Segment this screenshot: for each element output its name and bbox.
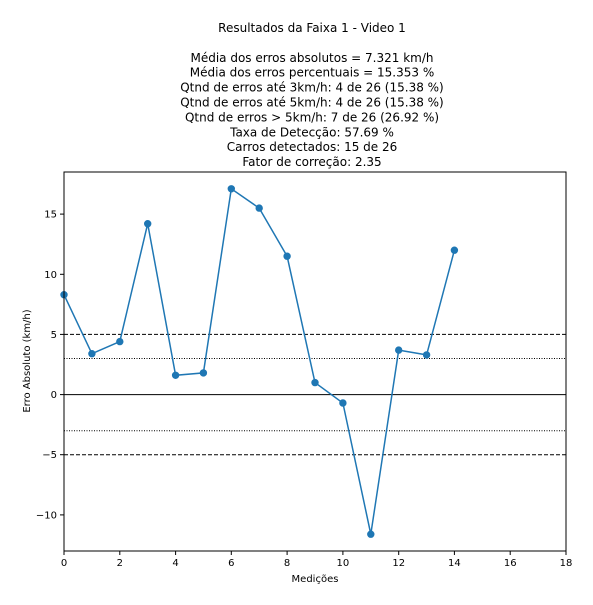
x-axis-label: Medições <box>292 574 339 585</box>
y-tick-label: 0 <box>51 390 57 401</box>
x-tick-label: 2 <box>117 558 123 569</box>
y-axis-label: Erro Absoluto (km/h) <box>22 309 33 412</box>
y-tick-label: −5 <box>42 450 57 461</box>
title-line-5: Qtnd de erros até 5km/h: 4 de 26 (15.38 … <box>180 96 444 110</box>
x-tick-label: 4 <box>172 558 178 569</box>
data-point-11 <box>367 530 375 538</box>
data-point-3 <box>144 220 152 228</box>
title-line-6: Qtnd de erros > 5km/h: 7 de 26 (26.92 %) <box>185 110 439 124</box>
x-tick-label: 0 <box>61 558 67 569</box>
title-line-8: Carros detectados: 15 de 26 <box>227 140 398 154</box>
data-point-1 <box>88 350 96 358</box>
data-series <box>60 185 459 538</box>
data-point-2 <box>116 337 124 346</box>
chart-title: Resultados da Faixa 1 - Video 1 Média dos… <box>180 21 444 169</box>
axes-frame <box>63 171 567 552</box>
data-point-14 <box>450 246 459 254</box>
x-tick-label: 18 <box>560 558 573 569</box>
data-point-12 <box>395 346 403 354</box>
axes-background <box>64 172 566 551</box>
x-axis-ticks: 0 2 4 6 8 10 12 14 16 18 <box>61 551 573 569</box>
plot-area <box>60 171 567 552</box>
data-point-4 <box>171 371 180 379</box>
data-point-13 <box>422 351 431 359</box>
x-tick-label: 8 <box>284 558 290 569</box>
data-point-5 <box>199 369 208 377</box>
title-line-3: Média dos erros percentuais = 15.353 % <box>190 66 434 80</box>
title-line-2: Média dos erros absolutos = 7.321 km/h <box>190 51 433 65</box>
title-line-0: Resultados da Faixa 1 - Video 1 <box>218 21 406 35</box>
y-tick-label: −10 <box>36 510 57 521</box>
data-point-7 <box>255 204 263 212</box>
data-point-8 <box>283 252 291 260</box>
x-tick-label: 12 <box>392 558 405 569</box>
y-tick-label: 10 <box>44 270 57 281</box>
x-tick-label: 10 <box>337 558 350 569</box>
data-point-6 <box>227 185 236 193</box>
reference-lines <box>64 333 566 456</box>
title-line-4: Qtnd de erros até 3km/h: 4 de 26 (15.38 … <box>180 81 444 95</box>
y-tick-label: 15 <box>44 210 57 221</box>
x-tick-label: 16 <box>504 558 517 569</box>
data-point-10 <box>339 399 347 407</box>
x-tick-label: 6 <box>228 558 234 569</box>
title-line-7: Taxa de Detecção: 57.69 % <box>229 125 394 139</box>
y-tick-label: 5 <box>51 330 57 341</box>
y-axis-ticks: −10 −5 0 5 10 15 <box>36 210 64 521</box>
x-tick-label: 14 <box>448 558 461 569</box>
title-line-9: Fator de correção: 2.35 <box>242 155 381 169</box>
data-point-9 <box>311 378 319 387</box>
